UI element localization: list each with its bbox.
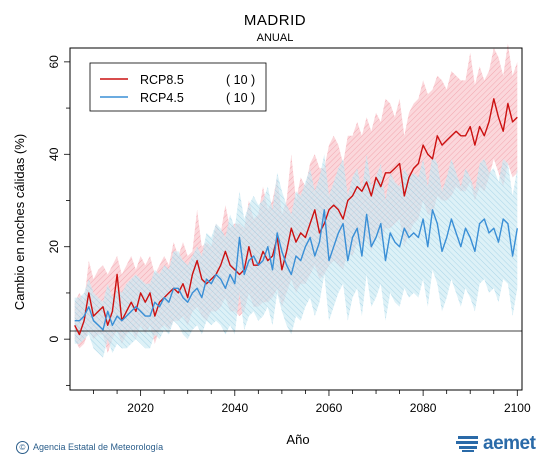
legend-count-rcp85: ( 10 ) [226,73,255,87]
x-tick-label: 2060 [316,401,343,415]
y-tick-label: 20 [47,240,61,254]
y-tick-label: 60 [47,55,61,69]
y-tick-label: 0 [47,336,61,343]
series-line-rcp45 [74,209,518,331]
y-axis-label: Cambio en noches cálidas (%) [12,134,27,310]
aemet-logo: aemet [456,433,536,455]
legend-label-rcp45: RCP4.5 [140,91,184,105]
legend-box [89,62,267,112]
x-tick-label: 2100 [504,401,531,415]
credit-text: Agencia Estatal de Meteorología [33,442,164,452]
legend-count-rcp45: ( 10 ) [226,91,255,105]
x-tick-label: 2020 [127,401,154,415]
plot-frame [69,47,523,391]
chart-title: MADRID [243,12,307,29]
legend: RCP8.5 ( 10 ) RCP4.5 ( 10 ) [89,62,267,112]
footer-credit: © Agencia Estatal de Meteorología [16,441,163,454]
series-line-rcp85 [74,98,518,336]
logo-wordmark: aemet [483,433,536,454]
aemet-logo-icon [456,436,478,452]
y-tick-label: 40 [47,147,61,161]
x-axis-label: Año [286,432,309,447]
x-tick-label: 2080 [410,401,437,415]
legend-label-rcp85: RCP8.5 [140,73,184,87]
x-tick-label: 2040 [221,401,248,415]
copyright-icon: © [16,441,29,454]
chart-subtitle: ANUAL [256,32,294,44]
